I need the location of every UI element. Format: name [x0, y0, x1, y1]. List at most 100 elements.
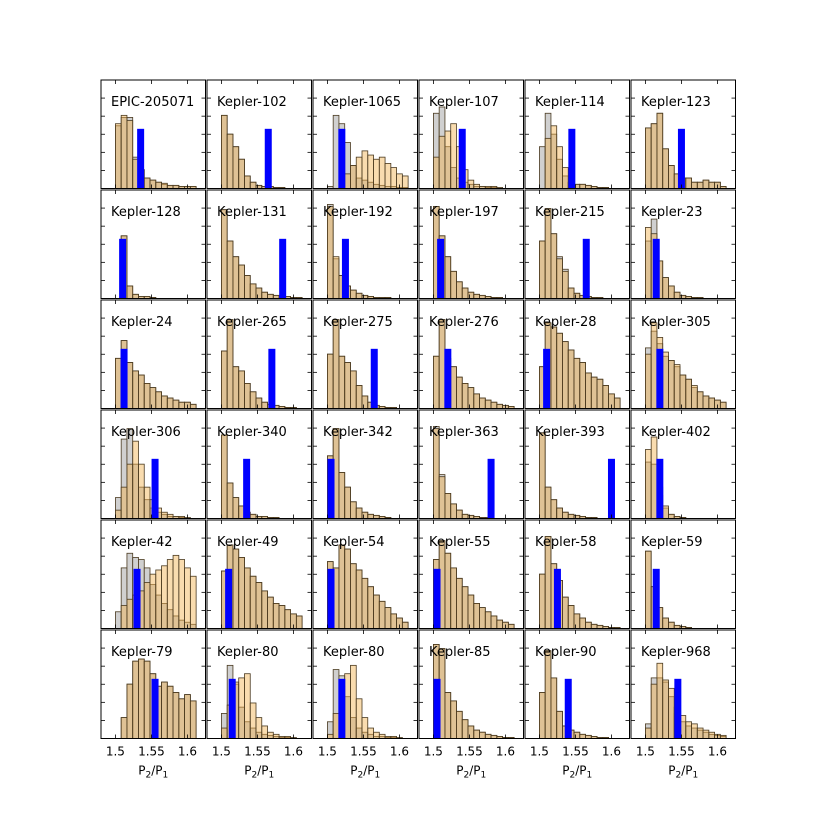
orange-hist-bar — [401, 621, 409, 629]
orange-hist-bar — [238, 370, 245, 409]
orange-hist-bar — [155, 391, 162, 409]
orange-hist-bar — [539, 432, 546, 519]
observed-bar — [543, 348, 551, 409]
orange-hist-bar — [550, 499, 558, 519]
orange-hist-bar — [708, 397, 715, 409]
histogram-panel: Kepler-275 — [312, 299, 418, 409]
panel-plot-area — [645, 322, 727, 409]
x-tick-label: 1.55 — [456, 745, 483, 759]
panel-title: Kepler-306 — [111, 425, 181, 440]
panel-plot-area — [221, 319, 297, 409]
orange-hist-bar — [645, 127, 652, 189]
panel-plot-area — [539, 432, 615, 519]
orange-hist-bar — [662, 505, 669, 519]
orange-hist-bar — [450, 366, 457, 409]
orange-hist-bar — [332, 713, 340, 739]
panel-title: Kepler-85 — [429, 645, 490, 660]
panel-plot-area — [433, 644, 515, 739]
orange-hist-bar — [438, 319, 446, 409]
orange-hist-bar — [384, 517, 392, 519]
orange-hist-bar — [691, 723, 698, 739]
orange-hist-bar — [267, 596, 274, 629]
orange-hist-bar — [332, 319, 340, 409]
observed-bar — [444, 348, 452, 409]
x-tick-label: 1.5 — [530, 745, 549, 759]
histogram-panel: Kepler-58 — [524, 519, 630, 629]
orange-hist-bar — [166, 513, 174, 519]
orange-hist-bar — [539, 573, 546, 629]
orange-hist-bar — [327, 353, 334, 409]
orange-hist-bar — [650, 322, 658, 409]
orange-hist-bar — [613, 627, 621, 629]
orange-hist-bar — [384, 607, 392, 629]
observed-bar — [652, 238, 660, 299]
histogram-panel: Kepler-107 — [418, 79, 524, 189]
orange-hist-bar — [450, 700, 457, 739]
orange-hist-bar — [467, 387, 475, 409]
orange-hist-bar — [384, 163, 392, 189]
orange-hist-bar — [338, 355, 346, 409]
orange-hist-bar — [556, 332, 563, 409]
x-tick-label: 1.5 — [318, 745, 337, 759]
orange-hist-bar — [161, 681, 168, 739]
panel-title: Kepler-131 — [217, 205, 287, 220]
orange-hist-bar — [189, 700, 197, 739]
orange-hist-bar — [244, 383, 251, 409]
orange-hist-bar — [344, 486, 351, 519]
orange-hist-bar — [355, 385, 363, 409]
observed-bar — [327, 568, 335, 629]
orange-hist-bar — [232, 366, 240, 409]
panel-title: Kepler-342 — [323, 425, 393, 440]
orange-hist-bar — [126, 120, 134, 189]
orange-hist-bar — [590, 376, 598, 409]
orange-hist-bar — [338, 544, 346, 629]
orange-hist-bar — [461, 383, 469, 409]
panel-plot-area — [119, 235, 157, 299]
orange-hist-bar — [550, 233, 558, 299]
orange-hist-bar — [221, 114, 228, 189]
panel-title: Kepler-215 — [535, 205, 605, 220]
panel-plot-area — [221, 114, 286, 189]
observed-bar — [268, 348, 276, 409]
observed-bar — [120, 348, 128, 409]
orange-hist-bar — [562, 167, 569, 189]
orange-hist-bar — [719, 401, 727, 409]
orange-hist-bar — [602, 187, 609, 189]
orange-hist-bar — [650, 123, 658, 189]
orange-hist-bar — [238, 158, 245, 189]
orange-hist-bar — [120, 717, 128, 739]
panel-title: Kepler-393 — [535, 425, 605, 440]
orange-hist-bar — [255, 397, 263, 409]
orange-hist-bar — [178, 401, 186, 409]
orange-hist-bar — [679, 374, 687, 409]
orange-hist-bar — [708, 731, 715, 739]
x-tick-label: 1.55 — [668, 745, 695, 759]
observed-bar — [607, 458, 615, 519]
observed-bar — [568, 128, 576, 189]
orange-hist-bar — [444, 692, 452, 739]
orange-hist-bar — [544, 208, 552, 299]
orange-hist-bar — [556, 146, 563, 189]
x-tick-label: 1.6 — [708, 745, 727, 759]
orange-hist-bar — [232, 497, 240, 519]
orange-hist-bar — [479, 731, 486, 739]
histogram-panel: Kepler-402 — [630, 409, 736, 519]
orange-hist-bar — [496, 619, 503, 629]
orange-hist-bar — [645, 550, 652, 629]
panel-title: Kepler-123 — [641, 95, 711, 110]
panel-plot-area — [539, 536, 621, 629]
orange-hist-bar — [126, 463, 134, 519]
orange-hist-bar — [278, 605, 286, 629]
orange-hist-bar — [373, 731, 380, 739]
orange-hist-bar — [490, 615, 498, 629]
orange-hist-bar — [662, 617, 669, 629]
histogram-panel: Kepler-306 — [100, 409, 206, 519]
panel-plot-area — [539, 208, 604, 299]
panel-title: Kepler-49 — [217, 535, 278, 550]
orange-hist-bar — [691, 385, 698, 409]
panel-title: Kepler-197 — [429, 205, 499, 220]
x-tick-label: 1.55 — [562, 745, 589, 759]
orange-hist-bar — [573, 731, 581, 739]
orange-hist-bar — [132, 293, 139, 299]
panel-title: Kepler-340 — [217, 425, 287, 440]
